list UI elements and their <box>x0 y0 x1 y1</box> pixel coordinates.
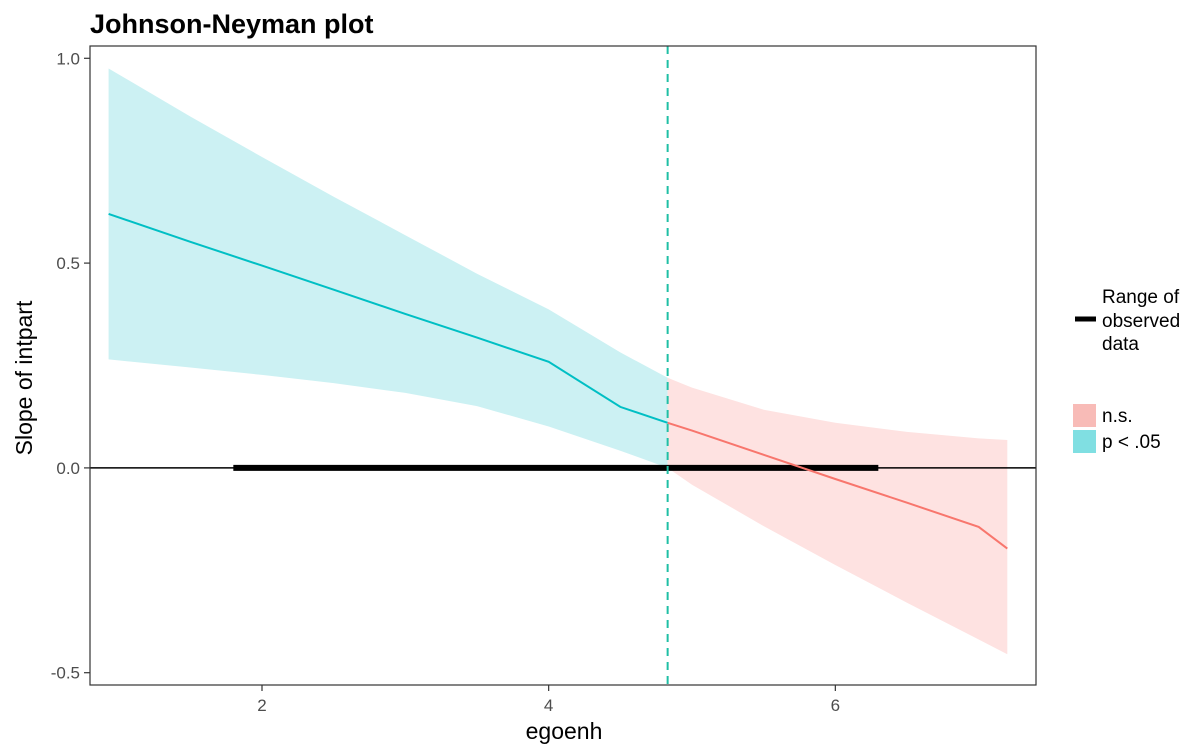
legend: Range of observed data n.s. p < .05 <box>1073 287 1180 453</box>
y-axis-title: Slope of intpart <box>11 300 37 455</box>
x-tick-label-2: 6 <box>831 696 840 715</box>
plot-border <box>89 45 1037 686</box>
legend-label-ns: n.s. <box>1102 406 1133 427</box>
y-tick-label-1: 0.0 <box>56 459 80 478</box>
chart-title: Johnson-Neyman plot <box>90 9 374 39</box>
x-tick-label-0: 2 <box>257 696 266 715</box>
slope-line-significant <box>108 212 668 424</box>
plot-area: 2 4 6 -0.5 0.0 0.5 1.0 <box>51 45 1037 715</box>
confidence-band-ns <box>667 377 1008 655</box>
slope-line-ns <box>667 421 1008 550</box>
legend-swatch-significant <box>1073 430 1096 453</box>
legend-range-label-line-2: observed <box>1102 311 1180 332</box>
x-axis-title: egoenh <box>526 718 603 744</box>
y-tick-label-2: 0.5 <box>56 254 80 273</box>
legend-range-label-line-3: data <box>1102 334 1139 355</box>
legend-range-label-line-1: Range of <box>1102 287 1180 308</box>
legend-label-significant: p < .05 <box>1102 432 1161 453</box>
legend-swatch-ns <box>1073 404 1096 427</box>
y-tick-label-3: 1.0 <box>56 49 80 68</box>
y-tick-label-0: -0.5 <box>51 664 80 683</box>
x-tick-label-1: 4 <box>544 696 553 715</box>
confidence-band-significant <box>108 68 668 468</box>
